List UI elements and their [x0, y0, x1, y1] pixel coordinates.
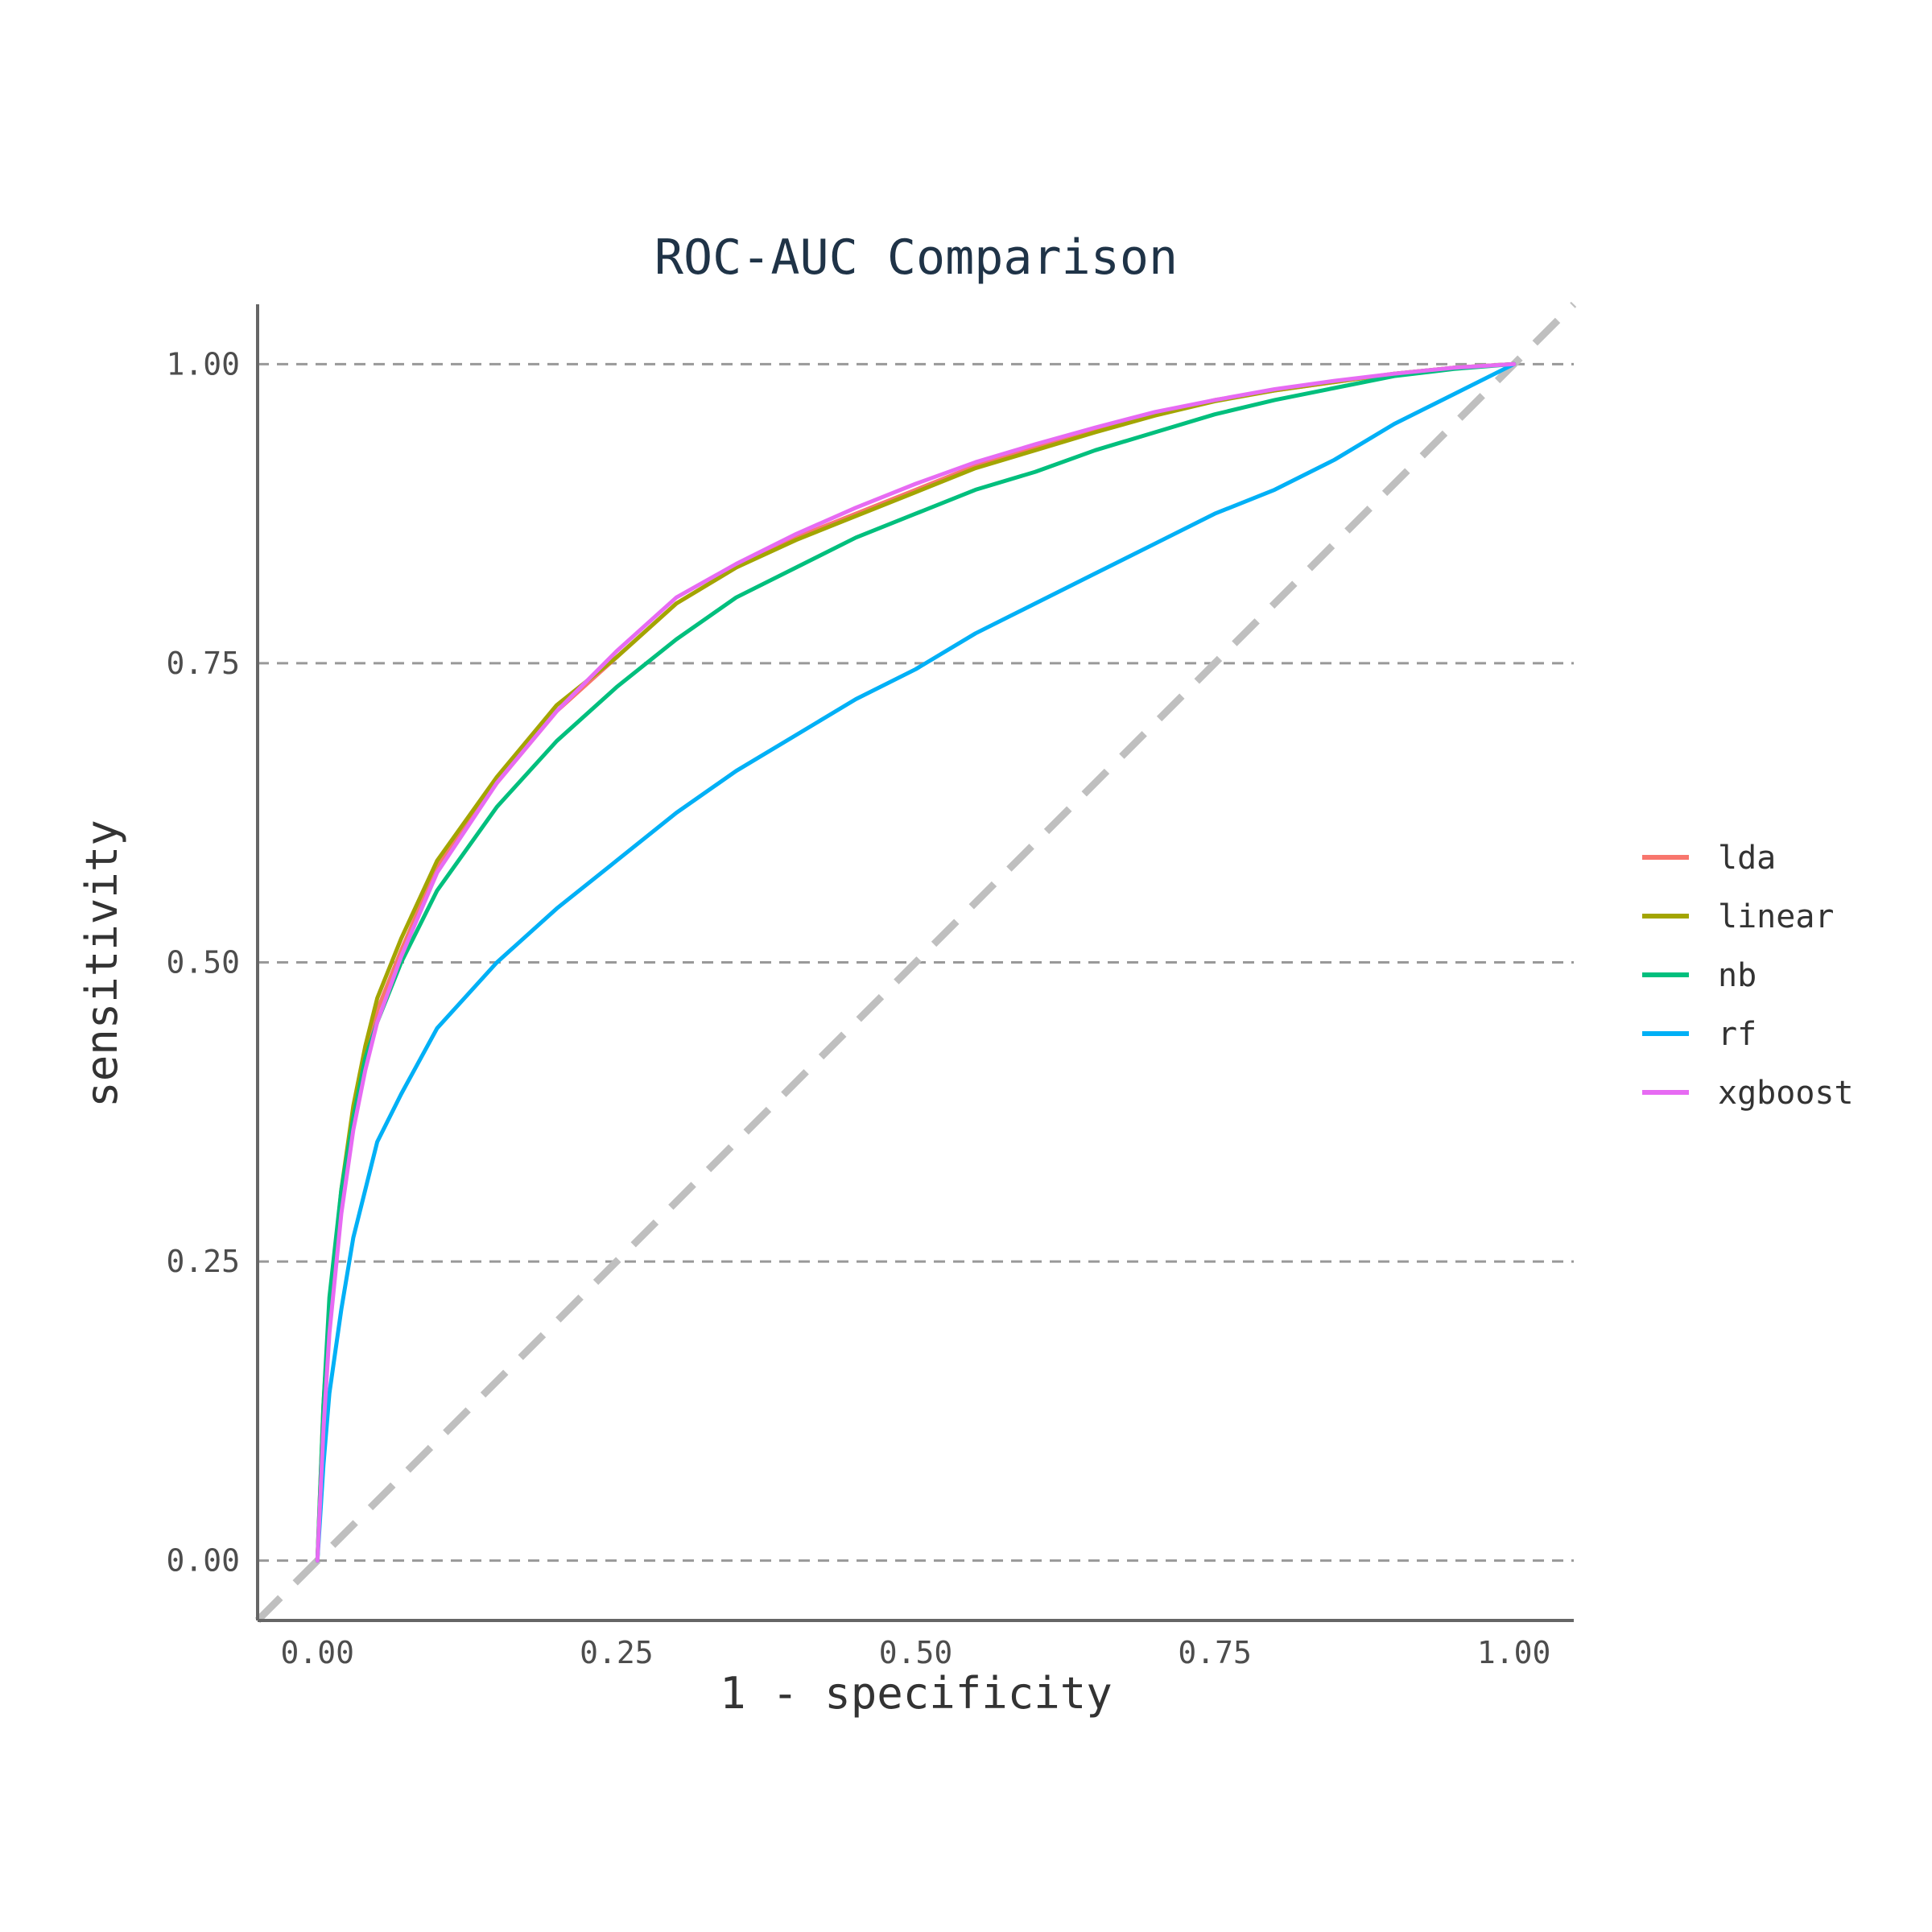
- legend-label-lda: lda: [1718, 840, 1776, 877]
- y-tick-label: 0.00: [166, 1543, 240, 1579]
- y-tick-label: 0.75: [166, 646, 240, 681]
- y-tick-label: 1.00: [166, 346, 240, 382]
- reference-diagonal: [254, 301, 1577, 1624]
- y-axis-label: sensitivity: [76, 819, 127, 1108]
- legend-label-xgboost: xgboost: [1718, 1075, 1854, 1112]
- legend: lda linear nb rf xgboost: [1642, 840, 1854, 1112]
- x-tick-label: 0.25: [580, 1635, 654, 1670]
- x-tick-label: 0.00: [281, 1635, 355, 1670]
- x-tick-labels: 0.00 0.25 0.50 0.75 1.00: [281, 1635, 1551, 1670]
- x-tick-label: 0.75: [1178, 1635, 1252, 1670]
- legend-label-rf: rf: [1718, 1016, 1757, 1053]
- series-line-nb: [315, 361, 1517, 1563]
- y-tick-labels: 0.00 0.25 0.50 0.75 1.00: [166, 346, 240, 1578]
- x-axis-label: 1 - specificity: [720, 1668, 1113, 1719]
- y-tick-label: 0.25: [166, 1244, 240, 1279]
- chart-title: ROC-AUC Comparison: [654, 229, 1178, 286]
- series-line-rf: [315, 361, 1517, 1563]
- x-tick-label: 0.50: [879, 1635, 953, 1670]
- legend-label-linear: linear: [1718, 898, 1835, 935]
- legend-label-nb: nb: [1718, 957, 1757, 994]
- series-line-xgboost: [315, 361, 1517, 1563]
- x-tick-label: 1.00: [1477, 1635, 1551, 1670]
- y-tick-label: 0.50: [166, 945, 240, 980]
- series-lines: [315, 361, 1517, 1563]
